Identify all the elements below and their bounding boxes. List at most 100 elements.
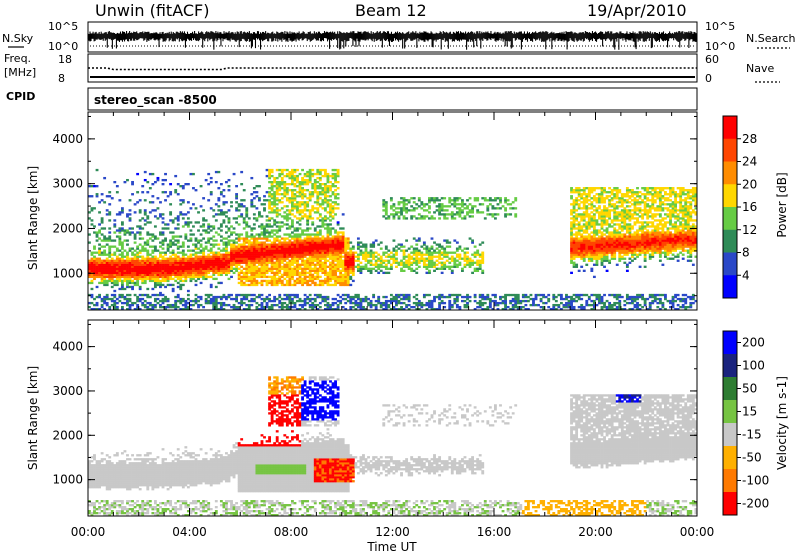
power-cell [116,282,119,284]
power-cell [129,262,132,264]
power-cell [327,241,330,243]
power-cell [288,171,291,173]
power-cell [159,294,162,296]
power-cell [337,266,340,268]
power-cell [337,268,340,270]
power-cell [233,227,236,229]
power-cell [301,209,304,211]
power-cell [319,213,322,215]
power-cell [146,264,149,266]
power-cell [93,304,96,306]
power-cell [266,252,269,254]
power-cell [151,201,154,203]
power-cell [167,248,170,250]
power-cell [354,302,357,304]
power-cell [344,258,347,260]
power-cell [111,268,114,270]
power-cell [283,284,286,286]
power-cell [149,245,152,247]
power-cell [174,258,177,260]
power-cell [164,298,167,300]
power-cell [370,243,373,245]
power-cell [200,264,203,266]
power-cell [212,298,215,300]
power-cell [321,201,324,203]
freq-trace [88,68,697,77]
power-cell [294,229,297,231]
power-cell [324,191,327,193]
power-cell [192,266,195,268]
power-cell [202,252,205,254]
power-cell [93,248,96,250]
power-cell [200,250,203,252]
power-cell [339,235,342,237]
power-cell [337,262,340,264]
power-cell [172,306,175,308]
power-cell [291,274,294,276]
power-cell [268,270,271,272]
noise-right-tick-bottom: 10^0 [705,40,735,53]
power-cell [268,203,271,205]
power-cell [299,254,302,256]
power-cell [283,256,286,258]
power-cell [146,233,149,235]
power-cell [210,237,213,239]
power-cell [235,258,238,260]
power-cell [286,266,289,268]
power-cell [428,270,431,272]
power-cell [324,199,327,201]
power-cell [451,203,454,205]
power-cell [157,237,160,239]
power-cell [281,256,284,258]
power-cell [212,215,215,217]
power-cell [306,179,309,181]
power-cell [187,239,190,241]
power-cell [281,201,284,203]
power-cell [418,197,421,199]
power-cell [276,213,279,215]
power-cell [306,296,309,298]
power-cell [332,175,335,177]
power-cell [486,205,489,207]
power-cell [233,254,236,256]
power-cell [306,209,309,211]
power-cell [278,189,281,191]
power-cell [182,268,185,270]
power-cell [255,284,258,286]
power-cell [141,276,144,278]
power-cell [524,300,527,302]
power-cell [324,219,327,221]
power-cell [461,258,464,260]
power-cell [146,241,149,243]
power-cell [149,276,152,278]
power-cell [304,248,307,250]
power-cell [332,256,335,258]
power-cell [327,245,330,247]
power-cell [288,227,291,229]
power-cell [332,193,335,195]
power-cell [413,209,416,211]
power-cell [451,260,454,262]
power-cell [154,286,157,288]
power-cell [111,276,114,278]
power-cell [286,252,289,254]
power-cell [502,300,505,302]
power-cell [172,284,175,286]
power-cell [164,286,167,288]
power-cell [129,286,132,288]
power-cell [245,264,248,266]
power-cell [230,243,233,245]
power-cell [385,266,388,268]
power-cell [151,235,154,237]
power-cell [319,229,322,231]
power-cell [319,250,322,252]
power-cell [324,268,327,270]
power-cell [281,304,284,306]
power-cell [154,276,157,278]
power-cell [255,272,258,274]
power-cell [207,300,210,302]
power-cell [245,211,248,213]
power-cell [403,207,406,209]
power-cell [172,250,175,252]
power-cell [184,213,187,215]
